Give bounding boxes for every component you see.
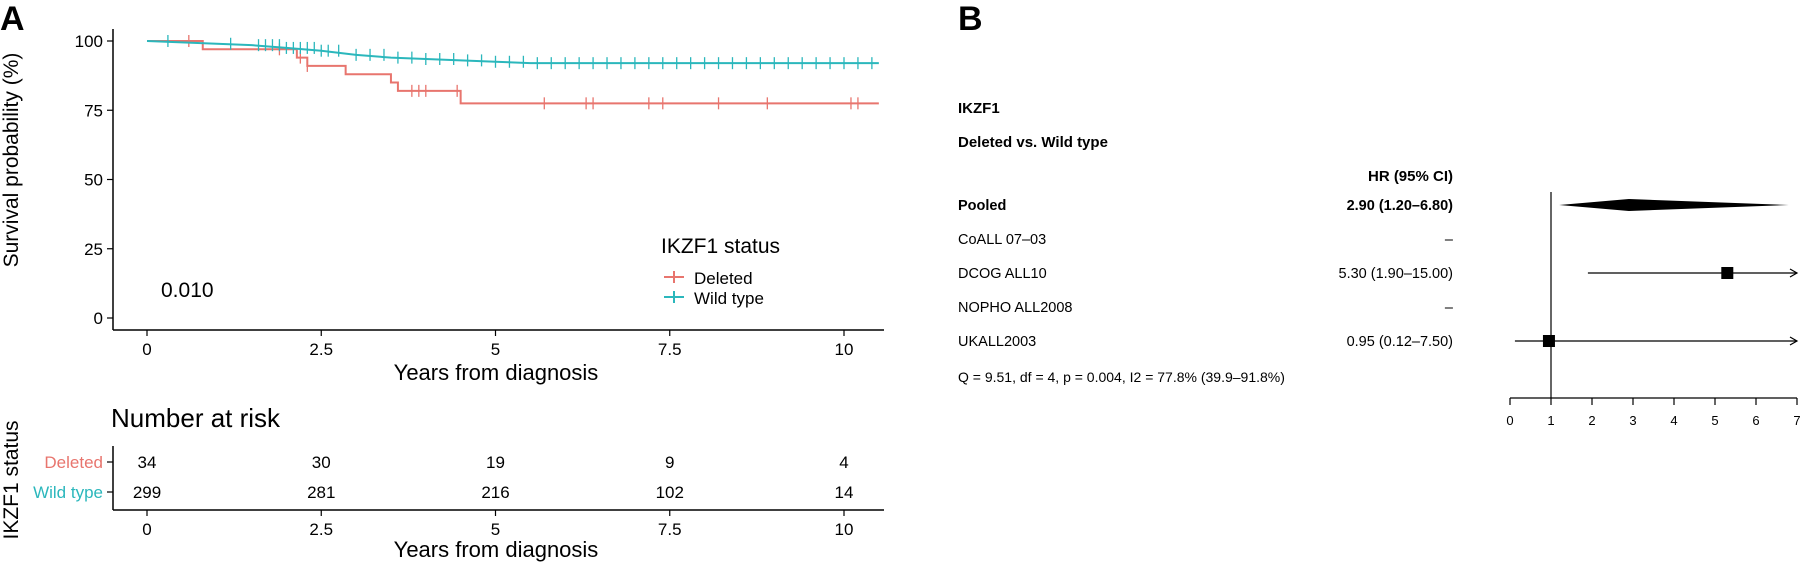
risk-table: Number at risk IKZF1 status Deleted 34 30 1… [0,403,884,562]
risk-cell: 14 [835,483,854,502]
forest-ci-arrow [1789,336,1799,346]
km-legend: IKZF1 status Deleted Wild type [661,235,780,308]
forest-xtick-label: 2 [1588,413,1595,428]
forest-row-hr: 5.30 (1.90–15.00) [1339,266,1453,282]
km-ytick-label: 75 [84,101,103,120]
km-series-deleted [147,40,879,105]
km-ylabel: Survival probability (%) [0,53,23,268]
legend-deleted-label: Deleted [694,269,753,288]
km-xtick-label: 2.5 [309,340,333,359]
risk-xtick-label: 10 [835,520,854,539]
forest-row-hr: 0.95 (0.12–7.50) [1347,334,1453,350]
km-xtick-label: 7.5 [658,340,682,359]
km-axes: 0 25 50 75 100 0 2.5 5 7.5 10 [75,29,884,359]
forest-heading: IKZF1 [958,100,1000,117]
forest-rows: Pooled 2.90 (1.20–6.80) CoALL 07–03 – DCOG A… [958,198,1799,350]
forest-row-label: Pooled [958,198,1006,214]
forest-xtick-label: 3 [1629,413,1636,428]
km-ytick-label: 50 [84,171,103,190]
forest-row-label: DCOG ALL10 [958,266,1047,282]
risk-body: Deleted 34 30 19 9 4 Wild type 299 281 216 102 14 0 2… [33,446,884,539]
forest-row-label: CoALL 07–03 [958,232,1046,248]
forest-comparison: Deleted vs. Wild type [958,134,1108,151]
legend-wildtype-label: Wild type [694,289,764,308]
km-ytick-label: 100 [75,32,103,51]
risk-row-label: Wild type [33,483,103,502]
forest-heterogeneity: Q = 9.51, df = 4, p = 0.004, I2 = 77.8% … [958,369,1285,385]
legend-title: IKZF1 status [661,235,780,258]
km-plot: 0 25 50 75 100 0 2.5 5 7.5 10 Survival probabilit… [0,29,884,385]
forest-xtick-label: 5 [1711,413,1718,428]
risk-ylabel: IKZF1 status [0,420,23,539]
risk-xtick-label: 7.5 [658,520,682,539]
risk-cell: 299 [133,483,161,502]
risk-title: Number at risk [111,403,281,433]
forest-row-hr: – [1445,232,1454,248]
risk-cell: 34 [138,453,157,472]
km-xtick-label: 0 [142,340,151,359]
risk-cell: 281 [307,483,335,502]
forest-point-square [1542,335,1555,347]
forest-xtick-label: 6 [1752,413,1759,428]
forest-row-label: UKALL2003 [958,334,1036,350]
risk-cell: 216 [481,483,509,502]
risk-cell: 30 [312,453,331,472]
forest-xtick-label: 1 [1547,413,1554,428]
risk-cell: 102 [656,483,684,502]
forest-ci-arrow [1789,268,1799,278]
km-xtick-label: 10 [835,340,854,359]
forest-hr-header: HR (95% CI) [1368,168,1453,185]
km-series-wildtype [146,40,879,65]
forest-row-label: NOPHO ALL2008 [958,300,1072,316]
forest-row-hr: – [1445,300,1454,316]
forest-xtick-label: 0 [1506,413,1513,428]
risk-xtick-label: 2.5 [309,520,333,539]
forest-point-square [1721,267,1734,279]
km-xlabel: Years from diagnosis [394,360,599,385]
km-pvalue: 0.010 [161,279,214,302]
forest-axis: 0 1 2 3 4 5 6 7 [1506,192,1800,428]
km-ytick-label: 0 [94,309,103,328]
risk-xlabel: Years from diagnosis [394,537,599,562]
risk-cell: 19 [486,453,505,472]
forest-xtick-label: 7 [1793,413,1800,428]
forest-pooled-diamond [1559,199,1789,211]
km-ytick-label: 25 [84,240,103,259]
risk-xtick-label: 0 [142,520,151,539]
risk-cell: 4 [839,453,848,472]
forest-xtick-label: 4 [1670,413,1677,428]
risk-cell: 9 [665,453,674,472]
risk-row-label: Deleted [44,453,103,472]
forest-row-hr: 2.90 (1.20–6.80) [1347,198,1454,214]
panel-a-label: A [0,0,25,38]
risk-xtick-label: 5 [491,520,500,539]
panel-b-label: B [958,0,983,38]
km-xtick-label: 5 [491,340,500,359]
km-curves [146,35,879,110]
forest-plot: IKZF1 Deleted vs. Wild type HR (95% CI) … [958,100,1800,428]
